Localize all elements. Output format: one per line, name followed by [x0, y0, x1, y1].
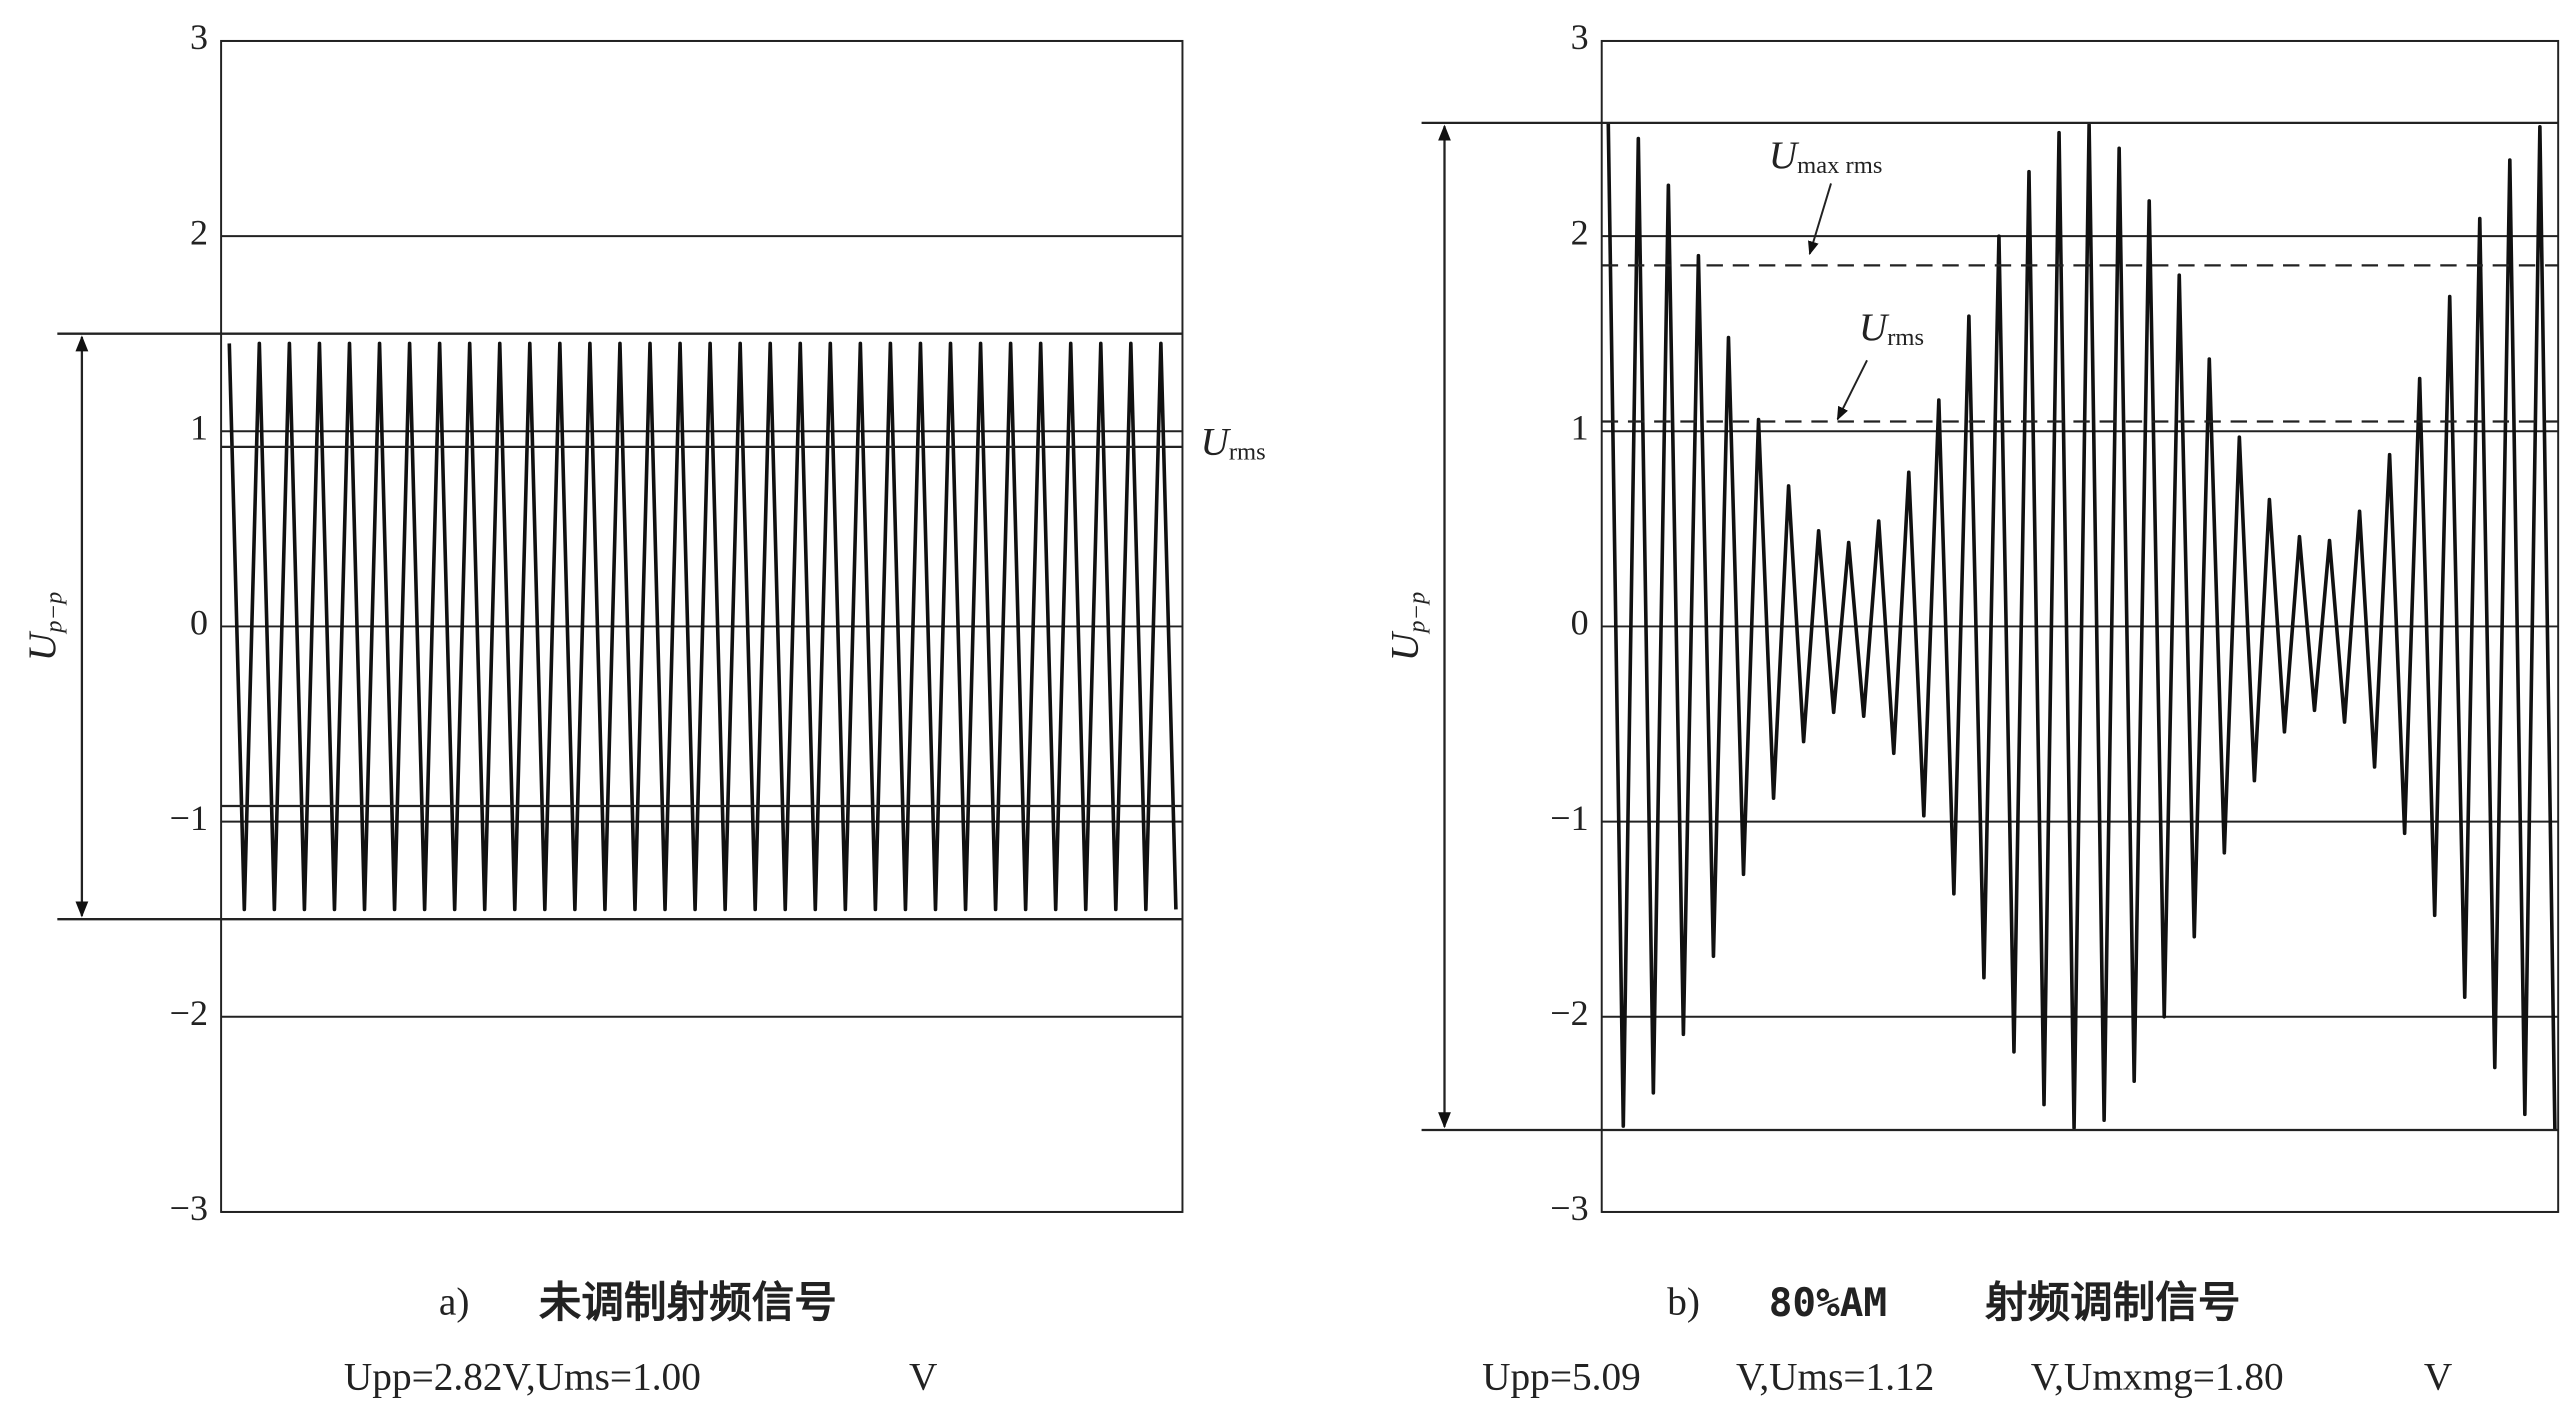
annotation-main: U [1769, 133, 1800, 177]
caption: 射频调制信号 [1985, 1278, 2240, 1328]
annotation: Umax rms [1769, 133, 1883, 179]
y-tick-label: 2 [1571, 212, 1589, 252]
y-tick-label: −1 [170, 798, 208, 838]
span-label: Up−p [20, 592, 67, 662]
subcaption: V [909, 1355, 937, 1399]
caption: b) [1667, 1279, 1700, 1323]
subcaption: Upp=2.82V,Ums=1.00 [344, 1355, 701, 1399]
waveform [1606, 122, 2557, 1130]
annotation-arrow [1836, 359, 1868, 421]
span-label-main: U [20, 630, 64, 661]
span-label: Up−p [1382, 592, 1429, 662]
span-label-main: U [1382, 630, 1426, 661]
subcaption: V,Umxmg=1.80 [2031, 1355, 2284, 1399]
y-tick-label: 0 [1571, 603, 1589, 643]
y-tick-label: 1 [1571, 408, 1589, 448]
annotation-main: U [1859, 305, 1890, 349]
y-tick-label: 1 [190, 408, 208, 448]
y-tick-label: 2 [190, 212, 208, 252]
annotation-sub: rms [1229, 438, 1266, 465]
span-label-sub: p−p [40, 592, 67, 635]
annotation-sub: max rms [1797, 152, 1882, 179]
subcaption: V [2424, 1355, 2452, 1399]
subcaption: Upp=5.09 [1482, 1355, 1641, 1399]
y-tick-label: 3 [190, 17, 208, 57]
caption: a) [439, 1279, 470, 1323]
annotation: Urms [1200, 419, 1265, 465]
subcaption: V,Ums=1.12 [1736, 1355, 1934, 1399]
annotation: Urms [1859, 305, 1924, 351]
y-tick-label: 0 [190, 603, 208, 643]
waveform [227, 341, 1178, 912]
y-tick-label: 3 [1571, 17, 1589, 57]
caption: 80%AM [1769, 1281, 1887, 1326]
span-label-sub: p−p [1403, 592, 1430, 635]
annotation-arrow [1808, 183, 1832, 256]
annotation-sub: rms [1887, 324, 1924, 351]
caption: 未调制射频信号 [539, 1278, 837, 1328]
y-tick-label: −3 [170, 1188, 208, 1228]
annotation-main: U [1200, 419, 1231, 463]
y-tick-label: −2 [1550, 993, 1588, 1033]
y-tick-label: −1 [1550, 798, 1588, 838]
y-tick-label: −2 [170, 993, 208, 1033]
y-tick-label: −3 [1550, 1188, 1588, 1228]
